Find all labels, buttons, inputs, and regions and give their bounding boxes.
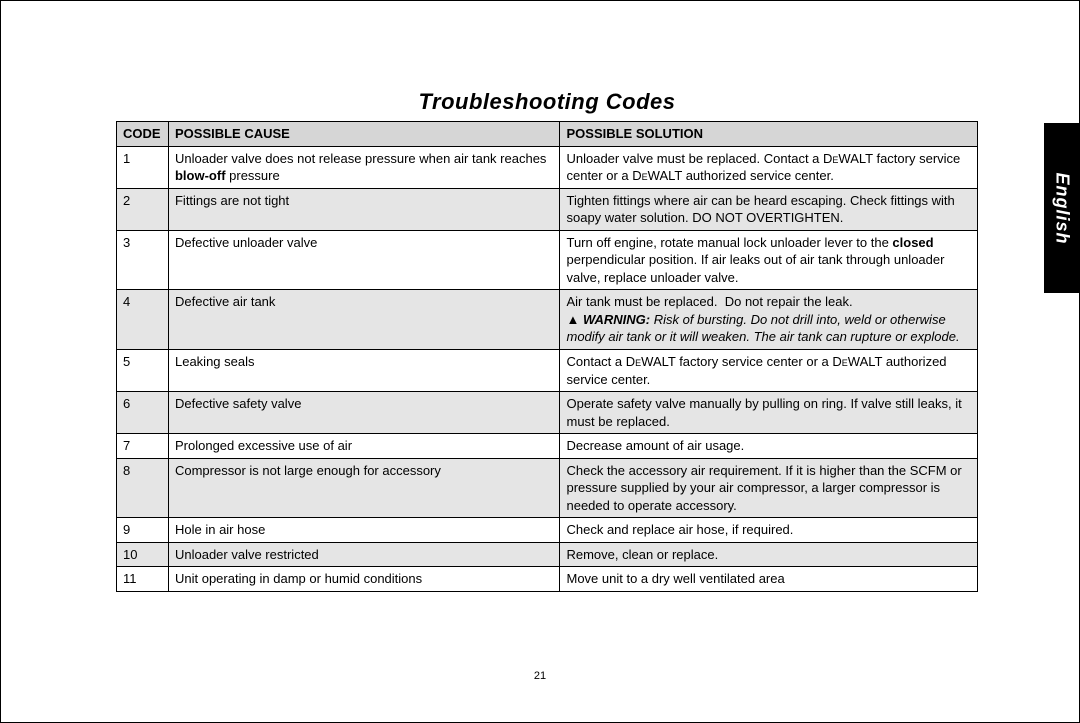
code-cell: 9 — [117, 518, 169, 543]
language-tab: English — [1044, 123, 1079, 293]
language-tab-label: English — [1051, 172, 1072, 244]
cause-cell: Defective unloader valve — [168, 230, 560, 290]
table-row: 8Compressor is not large enough for acce… — [117, 458, 978, 518]
header-code: Code — [117, 122, 169, 147]
code-cell: 7 — [117, 434, 169, 459]
solution-cell: Tighten fittings where air can be heard … — [560, 188, 978, 230]
header-solution: Possible Solution — [560, 122, 978, 147]
cause-cell: Fittings are not tight — [168, 188, 560, 230]
page-frame: English Troubleshooting Codes Code Possi… — [0, 0, 1080, 723]
cause-cell: Unloader valve restricted — [168, 542, 560, 567]
troubleshooting-table: Code Possible Cause Possible Solution 1U… — [116, 121, 978, 592]
table-row: 5Leaking sealsContact a DeWALT factory s… — [117, 350, 978, 392]
code-cell: 2 — [117, 188, 169, 230]
solution-cell: Check the accessory air requirement. If … — [560, 458, 978, 518]
code-cell: 6 — [117, 392, 169, 434]
cause-cell: Hole in air hose — [168, 518, 560, 543]
solution-cell: Air tank must be replaced. Do not repair… — [560, 290, 978, 350]
solution-cell: Remove, clean or replace. — [560, 542, 978, 567]
cause-cell: Compressor is not large enough for acces… — [168, 458, 560, 518]
header-cause: Possible Cause — [168, 122, 560, 147]
cause-cell: Leaking seals — [168, 350, 560, 392]
solution-cell: Turn off engine, rotate manual lock unlo… — [560, 230, 978, 290]
page-title: Troubleshooting Codes — [116, 89, 978, 115]
cause-cell: Defective air tank — [168, 290, 560, 350]
table-row: 10Unloader valve restrictedRemove, clean… — [117, 542, 978, 567]
table-row: 9Hole in air hoseCheck and replace air h… — [117, 518, 978, 543]
cause-cell: Prolonged excessive use of air — [168, 434, 560, 459]
table-row: 7Prolonged excessive use of airDecrease … — [117, 434, 978, 459]
cause-cell: Defective safety valve — [168, 392, 560, 434]
table-row: 6Defective safety valveOperate safety va… — [117, 392, 978, 434]
code-cell: 5 — [117, 350, 169, 392]
solution-cell: Operate safety valve manually by pulling… — [560, 392, 978, 434]
code-cell: 3 — [117, 230, 169, 290]
code-cell: 1 — [117, 146, 169, 188]
table-row: 3Defective unloader valveTurn off engine… — [117, 230, 978, 290]
table-row: 1Unloader valve does not release pressur… — [117, 146, 978, 188]
table-row: 11Unit operating in damp or humid condit… — [117, 567, 978, 592]
code-cell: 4 — [117, 290, 169, 350]
code-cell: 11 — [117, 567, 169, 592]
solution-cell: Unloader valve must be replaced. Contact… — [560, 146, 978, 188]
table-row: 2Fittings are not tightTighten fittings … — [117, 188, 978, 230]
solution-cell: Check and replace air hose, if required. — [560, 518, 978, 543]
page-number: 21 — [1, 670, 1079, 682]
table-header-row: Code Possible Cause Possible Solution — [117, 122, 978, 147]
solution-cell: Decrease amount of air usage. — [560, 434, 978, 459]
code-cell: 10 — [117, 542, 169, 567]
solution-cell: Contact a DeWALT factory service center … — [560, 350, 978, 392]
table-body: 1Unloader valve does not release pressur… — [117, 146, 978, 591]
table-row: 4Defective air tankAir tank must be repl… — [117, 290, 978, 350]
cause-cell: Unloader valve does not release pressure… — [168, 146, 560, 188]
content-area: Troubleshooting Codes Code Possible Caus… — [116, 89, 978, 592]
cause-cell: Unit operating in damp or humid conditio… — [168, 567, 560, 592]
code-cell: 8 — [117, 458, 169, 518]
solution-cell: Move unit to a dry well ventilated area — [560, 567, 978, 592]
